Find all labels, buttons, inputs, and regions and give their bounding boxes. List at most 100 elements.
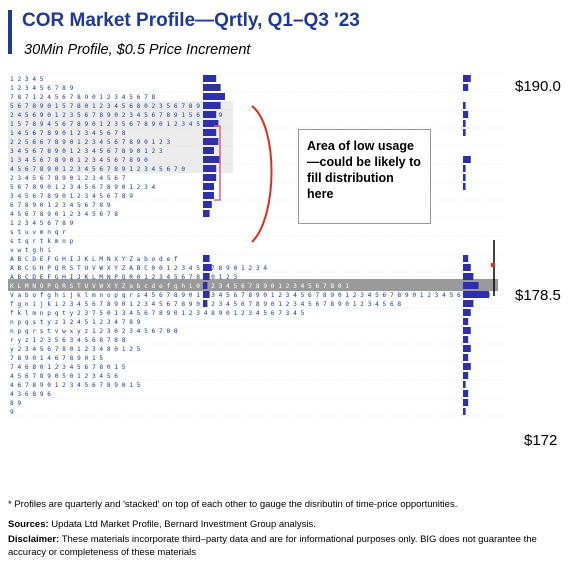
histogram-bar-right <box>463 174 466 181</box>
profile-row-text: 1 3 4 5 6 7 8 9 0 1 2 3 4 5 6 7 8 9 0 <box>10 157 148 164</box>
profile-row-text: 5 6 7 8 9 0 1 2 3 4 5 6 7 8 9 0 1 2 3 4 <box>10 184 156 191</box>
profile-row-text: A B C D E F G H I J K L M N P Q R 0 1 2 … <box>10 274 238 281</box>
histogram-bar-right <box>463 390 469 397</box>
histogram-bar-right <box>463 75 471 82</box>
histogram-bar-left <box>203 282 208 289</box>
histogram-bar-right <box>463 318 469 325</box>
disclaimer: Disclaimer: These materials incorporate … <box>8 534 548 559</box>
histogram-bar-right <box>463 291 489 298</box>
histogram-bar-right <box>463 372 469 379</box>
profile-row-text: 1 4 5 6 7 8 9 0 1 2 3 4 5 6 7 8 <box>10 130 126 137</box>
sources-line: Sources: Updata Ltd Market Profile, Bern… <box>8 519 316 530</box>
histogram-bar-right <box>463 120 466 127</box>
histogram-bar-left <box>203 165 217 172</box>
chart-subtitle: 30Min Profile, $0.5 Price Increment <box>24 42 251 58</box>
histogram-bar-left <box>203 273 210 280</box>
profile-row-text: V a b o f g h i j k l m n o p q r s 4 5 … <box>10 292 491 299</box>
profile-row-text: 9 <box>10 409 14 416</box>
footnote: * Profiles are quarterly and 'stacked' o… <box>8 499 458 510</box>
profile-row-text: 1 2 3 4 5 6 7 8 9 <box>10 85 74 92</box>
price-label-190: $190.0 <box>515 78 561 95</box>
histogram-bar-right <box>463 408 466 415</box>
profile-row-text: 2 2 5 6 6 7 8 9 0 1 2 3 4 5 6 7 8 9 0 1 … <box>10 139 170 146</box>
histogram-bar-right <box>463 111 469 118</box>
histogram-bar-left <box>203 138 219 145</box>
annotation-box: Area of low usage—could be likely to fil… <box>298 129 431 224</box>
histogram-bar-right <box>463 165 466 172</box>
histogram-bar-right <box>463 183 466 190</box>
value-area-band-upper <box>8 101 233 173</box>
profile-row-text: y 2 3 4 5 6 7 8 0 1 2 3 4 8 0 1 2 5 <box>10 346 141 353</box>
histogram-bar-left <box>203 84 221 91</box>
current-price-dot <box>491 263 495 267</box>
histogram-bar-left <box>203 291 210 298</box>
market-profile-chart: 1 2 3 4 5 1 2 3 4 5 6 7 8 9 7 8 7 1 2 4 5 … <box>8 73 505 417</box>
profile-row-text: 6 7 8 9 0 1 2 3 4 5 6 7 8 9 <box>10 202 111 209</box>
profile-row-text: 7 8 9 0 1 4 6 7 8 9 0 1 5 <box>10 355 103 362</box>
price-label-178-5: $178.5 <box>515 287 561 304</box>
histogram-bar-left <box>203 102 221 109</box>
histogram-bar-left <box>203 156 221 163</box>
histogram-bar-right <box>463 300 474 307</box>
histogram-bar-right <box>463 264 471 271</box>
disclaimer-text: These materials incorporate third–party … <box>8 534 537 558</box>
histogram-bar-left <box>203 192 214 199</box>
red-bracket-annotation <box>251 105 273 243</box>
profile-row-text: 4 5 6 7 8 9 0 1 2 3 4 5 6 7 8 9 1 2 3 4 … <box>10 166 185 173</box>
histogram-bar-left <box>203 111 217 118</box>
profile-row-text: v w t g h i <box>10 247 51 254</box>
profile-row-text: 7 8 7 1 2 4 5 6 7 8 9 0 1 2 3 4 5 6 7 8 <box>10 94 156 101</box>
profile-row-text: 4 6 7 8 9 0 1 2 3 4 5 6 7 8 9 0 1 5 <box>10 382 141 389</box>
profile-row-text: 7 4 6 8 0 1 2 3 4 5 6 7 8 0 1 5 <box>10 364 126 371</box>
histogram-bar-right <box>463 282 479 289</box>
histogram-bar-left <box>203 201 212 208</box>
profile-row-text: f k l m n p q t y 2 3 7 5 0 1 3 4 5 6 7 … <box>10 310 305 317</box>
histogram-bar-left <box>203 210 210 217</box>
histogram-bar-right <box>463 354 469 361</box>
profile-row-text: 1 2 3 4 5 <box>10 76 44 83</box>
disclaimer-label: Disclaimer: <box>8 534 60 545</box>
profile-row-text: 2 3 4 5 6 7 8 9 0 1 2 3 4 5 6 7 <box>10 175 126 182</box>
histogram-bar-right <box>463 84 469 91</box>
histogram-bar-left <box>203 120 219 127</box>
histogram-bar-right <box>463 345 471 352</box>
profile-row-text: 5 6 7 8 9 0 1 5 7 8 0 1 2 3 4 5 6 8 0 2 … <box>10 103 200 110</box>
sources-label: Sources: <box>8 519 49 530</box>
histogram-bar-right <box>463 336 469 343</box>
histogram-bar-left <box>203 75 217 82</box>
histogram-bar-right <box>463 255 469 262</box>
histogram-bar-left <box>203 147 214 154</box>
histogram-bar-left <box>203 183 214 190</box>
price-label-172: $172 <box>524 432 558 449</box>
profile-row-text: K L M N O P Q R S T U V W X Y Z a b c d … <box>10 283 349 290</box>
title-accent-bar <box>8 10 12 54</box>
histogram-bar-right <box>463 102 466 109</box>
histogram-bar-left <box>203 255 210 262</box>
histogram-bar-right <box>463 363 471 370</box>
histogram-bar-right <box>463 156 471 163</box>
profile-row-text: 2 4 5 6 9 0 1 2 3 5 6 7 8 9 0 2 3 4 5 6 … <box>10 112 223 119</box>
profile-row-text: n p q s t y z 1 2 4 5 1 2 3 4 7 8 9 <box>10 319 141 326</box>
profile-row-text: 1 2 3 4 5 6 7 8 9 <box>10 220 74 227</box>
histogram-bar-left <box>203 264 212 271</box>
histogram-bar-left <box>203 300 208 307</box>
histogram-bar-right <box>463 129 466 136</box>
profile-row-text: n p q r s t v w x y z 1 2 3 6 2 3 4 5 6 … <box>10 328 178 335</box>
profile-row-text: 4 5 6 7 8 9 0 5 0 1 2 3 4 5 6 <box>10 373 118 380</box>
profile-row-text: 1 5 7 8 9 4 5 6 7 8 9 0 1 2 3 5 6 7 8 9 … <box>10 121 208 128</box>
histogram-bar-right <box>463 309 471 316</box>
profile-row-text: 4 3 6 8 9 6 <box>10 391 51 398</box>
histogram-bar-right <box>463 273 474 280</box>
histogram-bar-right <box>463 327 471 334</box>
histogram-bar-left <box>203 129 217 136</box>
histogram-bar-left <box>203 174 217 181</box>
profile-row-text: s t q r t k m n p <box>10 238 74 245</box>
point-of-control-band <box>8 279 498 291</box>
profile-row-text: 3 4 5 6 7 8 9 0 1 2 3 4 5 6 7 8 9 <box>10 193 133 200</box>
profile-row-text: 8 9 <box>10 400 21 407</box>
profile-row-text: A B C D E F G H I J K L M N X Y Z a b o … <box>10 256 178 263</box>
profile-row-text: A B C G H P Q R S T U V W X Y Z A B C 0 … <box>10 265 267 272</box>
profile-row-text: r y z 1 2 3 5 6 3 4 5 6 8 7 8 8 <box>10 337 126 344</box>
histogram-bar-left <box>203 93 225 100</box>
histogram-bar-right <box>463 381 466 388</box>
